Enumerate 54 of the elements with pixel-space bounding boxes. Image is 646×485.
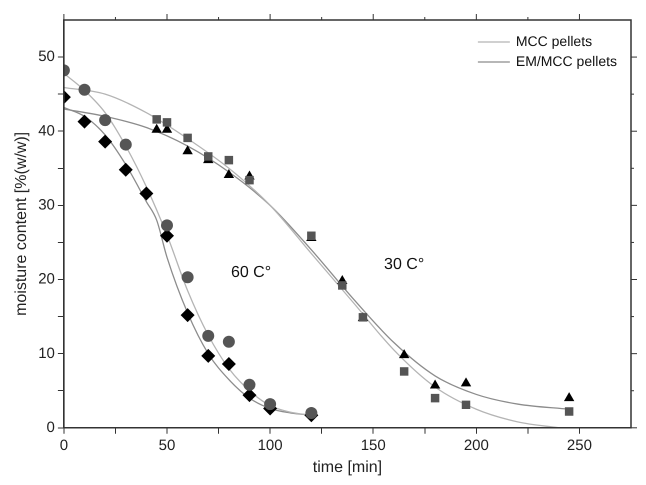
x-tick-label: 150: [360, 436, 386, 454]
point: [338, 281, 347, 290]
point: [222, 336, 235, 348]
x-tick-label: 200: [464, 436, 489, 454]
point: [182, 145, 193, 154]
point: [201, 348, 216, 363]
y-tick-label: 10: [38, 344, 55, 362]
point: [224, 168, 234, 178]
y-tick-label: 50: [38, 48, 55, 66]
point: [202, 330, 214, 342]
y-tick-label: 40: [38, 122, 55, 140]
point: [182, 271, 194, 284]
x-tick-label: 250: [566, 436, 592, 454]
x-tick-label: 0: [60, 436, 68, 454]
point: [118, 162, 133, 177]
point: [78, 84, 91, 96]
y-tick-label: 0: [46, 418, 55, 436]
x-tick-label: 100: [258, 436, 283, 454]
point: [78, 114, 92, 129]
point: [160, 219, 173, 232]
point: [99, 114, 112, 126]
annotation: 60 C°: [230, 264, 272, 282]
point: [180, 308, 195, 322]
point: [98, 134, 112, 149]
point: [245, 176, 254, 184]
point: [183, 134, 192, 142]
point: [152, 115, 161, 124]
annotation: 30 C°: [384, 256, 424, 274]
legend-label: MCC pellets: [516, 32, 592, 49]
point: [242, 388, 256, 402]
point: [264, 398, 276, 410]
legend-label: EM/MCC pellets: [516, 52, 618, 69]
y-tick-label: 20: [38, 270, 55, 288]
point: [305, 406, 318, 419]
y-axis-title: moisture content [%(w/w)]: [13, 132, 30, 316]
point: [564, 392, 574, 402]
point: [398, 349, 410, 358]
point: [430, 394, 440, 402]
point: [462, 400, 470, 410]
point: [564, 407, 574, 416]
point: [400, 367, 408, 376]
x-axis-title: time [min]: [312, 458, 382, 476]
point: [162, 118, 172, 127]
point: [222, 357, 236, 372]
point: [139, 186, 154, 200]
point: [151, 124, 162, 133]
point: [204, 152, 212, 161]
point: [120, 138, 132, 151]
point: [243, 378, 256, 391]
x-tick-label: 50: [158, 436, 176, 454]
point: [224, 156, 234, 164]
y-tick-label: 30: [38, 196, 55, 214]
point: [430, 380, 440, 389]
point: [460, 377, 472, 386]
